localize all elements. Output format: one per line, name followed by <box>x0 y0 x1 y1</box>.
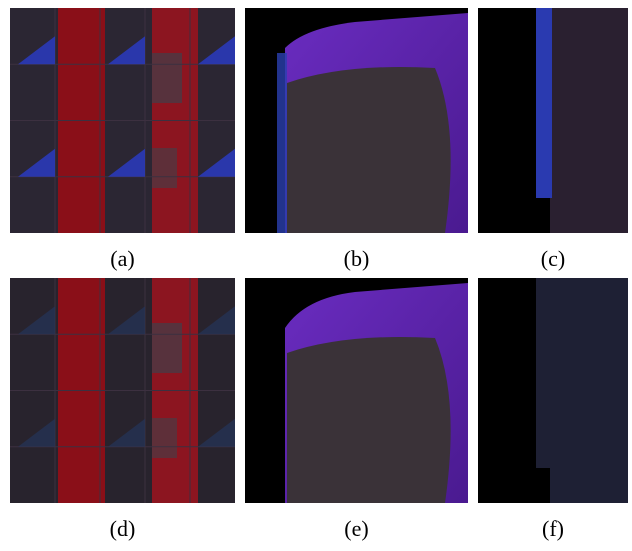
image-region <box>152 323 182 373</box>
panel-caption: (c) <box>541 246 565 271</box>
image-region <box>152 53 182 103</box>
panel-caption: (b) <box>344 246 370 271</box>
image-region <box>152 148 177 188</box>
panel-caption: (e) <box>344 516 368 541</box>
image-region <box>152 418 177 458</box>
image-region <box>536 468 550 503</box>
figure: (a) (b) (c) (d) (e) (f) <box>0 0 632 546</box>
panel-caption: (f) <box>542 516 564 541</box>
image-region <box>277 53 287 233</box>
image-region <box>287 337 451 503</box>
image-region <box>287 67 451 233</box>
image-region <box>536 8 552 198</box>
image-region <box>536 198 550 233</box>
panel-caption: (d) <box>110 516 136 541</box>
panel-caption: (a) <box>110 246 134 271</box>
